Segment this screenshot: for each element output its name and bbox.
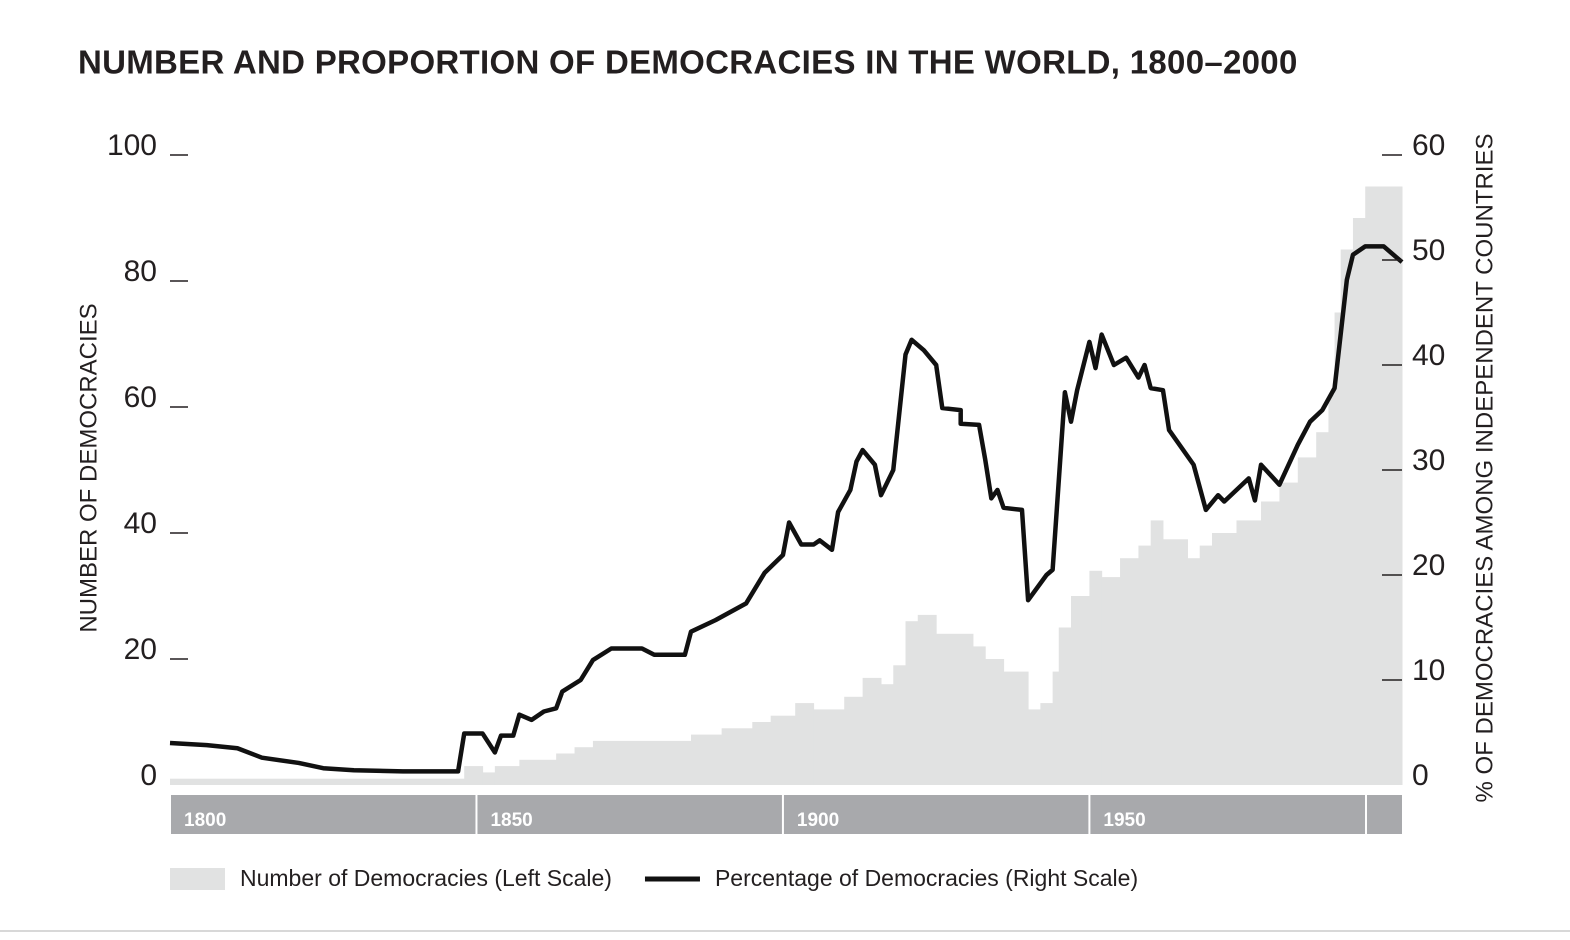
legend-swatch [170,868,225,890]
area-step [844,696,864,785]
area-step [1052,671,1060,785]
x-tick-label: 1800 [184,810,226,831]
area-step [972,646,986,785]
area-step [770,715,796,785]
y2-tick-label: 10 [1412,654,1445,687]
area-step [1279,482,1299,785]
area-step [893,665,907,785]
x-tick-label: 1950 [1103,810,1145,831]
y2-tick-label: 20 [1412,549,1445,582]
area-step [519,759,557,785]
y2-axis-title: % OF DEMOCRACIES AMONG INDEPENDENT COUNT… [1471,134,1498,803]
area-step [917,614,937,785]
area-step [482,772,496,785]
area-step [1058,627,1072,785]
y-tick-label: 20 [124,633,157,666]
y-tick-label: 100 [107,129,157,162]
y-axis-title: NUMBER OF DEMOCRACIES [75,303,102,632]
y2-tick-label: 40 [1412,339,1445,372]
area-step [1316,432,1329,785]
y-tick-label: 40 [124,507,157,540]
area-step [170,778,465,785]
area-step [985,659,1005,785]
y-tick-label: 0 [140,759,157,792]
year-band [170,795,1402,834]
area-step [1261,501,1280,785]
area-step [1028,709,1041,785]
area-step [1138,545,1152,785]
area-step [1040,703,1054,785]
legend-label: Number of Democracies (Left Scale) [240,865,612,891]
area-step [1352,218,1366,785]
area-step [1101,577,1121,785]
y2-tick-label: 0 [1412,759,1429,792]
area-step [862,677,882,785]
area-step [1199,545,1213,785]
line [169,244,1404,774]
area-step [494,766,520,785]
area-step [752,722,772,785]
area-step [1211,533,1238,785]
x-tick-label: 1900 [797,810,839,831]
y2-tick-label: 30 [1412,444,1445,477]
area-step [1297,457,1317,785]
y-tick-label: 80 [124,255,157,288]
area-step [813,709,845,785]
area-step [1162,539,1188,785]
area-step [464,766,484,785]
area-step [936,633,974,785]
x-tick-label: 1850 [490,810,532,831]
area-step [881,684,894,785]
area-step [1328,394,1336,785]
area-step [1003,671,1029,785]
legend-label: Percentage of Democracies (Right Scale) [715,865,1138,891]
area-step [1334,312,1342,785]
area-step [1120,558,1139,785]
area-step [905,621,919,785]
area-step [574,747,594,785]
area-step [1365,186,1403,785]
y-tick-label: 60 [124,381,157,414]
y2-tick-label: 50 [1412,234,1445,267]
y2-tick-label: 60 [1412,129,1445,162]
area-step [690,734,723,785]
area-step [1236,520,1262,785]
area-step [1150,520,1164,785]
area-step [795,703,815,785]
area-step [1187,558,1201,785]
area-step [592,740,692,785]
area-step [1340,249,1354,785]
area-step [1089,570,1103,785]
area-step [721,728,753,785]
area-step [556,753,576,785]
chart-title: NUMBER AND PROPORTION OF DEMOCRACIES IN … [78,44,1298,81]
area-step [1071,596,1090,785]
